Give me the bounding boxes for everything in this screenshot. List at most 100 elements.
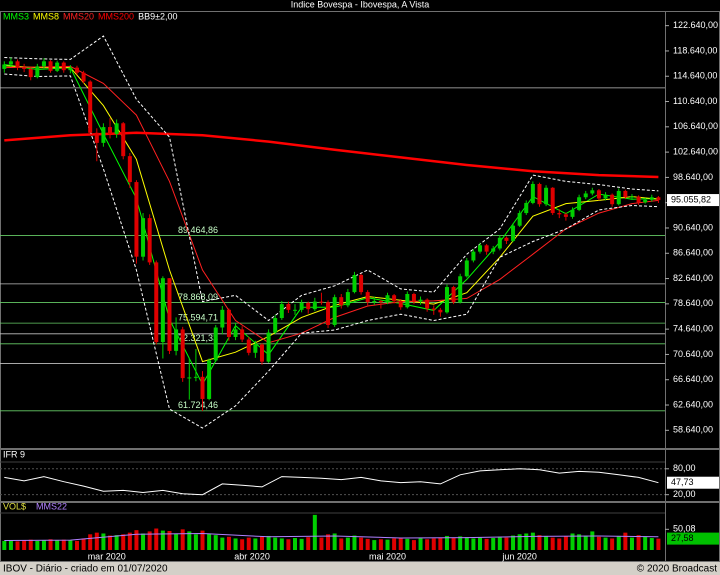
volume-bar: [623, 532, 628, 550]
candle-body: [48, 61, 53, 71]
volume-bar: [629, 537, 634, 550]
volume-bar: [41, 540, 46, 550]
volume-bar: [167, 531, 172, 550]
legend-entry: MMS3: [3, 11, 29, 21]
candle-body: [22, 67, 27, 69]
volume-bar: [411, 540, 416, 550]
candle-body: [326, 302, 331, 325]
candle-body: [471, 251, 476, 261]
volume-bar: [464, 537, 469, 550]
volume-bar: [577, 534, 582, 550]
candle-body: [81, 72, 86, 82]
candle-body: [458, 276, 463, 303]
candle-body: [451, 287, 456, 303]
volume-bar: [497, 536, 502, 550]
volume-bar: [471, 538, 476, 550]
candle-body: [392, 295, 397, 301]
volume-bar: [259, 536, 264, 550]
volume-bar: [101, 533, 106, 550]
volume-bar: [81, 538, 86, 550]
y-tick-label: 80,00: [673, 463, 696, 473]
candle-body: [557, 213, 562, 215]
y-tick-label: 20,00: [673, 489, 696, 499]
volume-bar: [200, 530, 205, 550]
volume-bar: [193, 534, 198, 550]
candle-body: [266, 332, 271, 362]
volume-bar: [233, 538, 238, 550]
volume-bar: [121, 534, 126, 550]
volume-bar: [154, 528, 159, 550]
candle-body: [332, 297, 337, 325]
candle-body: [537, 183, 542, 205]
y-tick-label: 58.640,00: [673, 425, 713, 435]
price-level-label: 72.321,33: [178, 333, 218, 343]
volume-bar: [339, 538, 344, 550]
candle-body: [299, 302, 304, 310]
candle-body: [511, 225, 516, 241]
candle-body: [259, 344, 264, 362]
indicator-line: [4, 131, 659, 179]
volume-bar: [279, 538, 284, 550]
volume-bar: [378, 539, 383, 550]
volume-bar: [636, 535, 641, 550]
volume-bar: [240, 539, 245, 550]
y-tick-label: 114.640,00: [673, 71, 717, 81]
candle-body: [517, 213, 522, 226]
candle-body: [590, 190, 595, 194]
volume-bar: [286, 539, 291, 550]
volume-bar: [293, 538, 298, 550]
volume-bar: [649, 538, 654, 550]
y-tick-label: 82.640,00: [673, 273, 713, 283]
volume-bar: [563, 536, 568, 550]
volume-bar: [557, 538, 562, 550]
volume-bar: [35, 540, 40, 550]
panel-title: VOL$: [3, 501, 26, 511]
volume-bar: [8, 540, 13, 550]
candle-body: [154, 262, 159, 343]
candle-body: [339, 297, 344, 306]
candle-body: [629, 196, 634, 198]
volume-bar: [359, 537, 364, 550]
candle-body: [167, 278, 172, 351]
candle-body: [174, 329, 179, 351]
candle-body: [530, 183, 535, 203]
y-tick-label: 74.640,00: [673, 324, 713, 334]
volume-bar: [141, 533, 146, 550]
candle-body: [240, 329, 245, 340]
volume-bar: [345, 537, 350, 550]
volume-bar: [392, 538, 397, 550]
volume-bar: [2, 540, 7, 550]
volume-bar: [438, 537, 443, 550]
volume-bar: [108, 535, 113, 550]
volume-bar: [590, 531, 595, 550]
last-value-label: 95.055,82: [671, 194, 711, 204]
candle-body: [365, 292, 370, 303]
y-tick-label: 50,08: [673, 524, 696, 534]
candle-body: [616, 190, 621, 205]
volume-bar: [174, 533, 179, 550]
candle-body: [319, 301, 324, 303]
volume-bar: [656, 538, 661, 550]
volume-bar: [253, 538, 258, 550]
candle-body: [200, 376, 205, 399]
volume-bar: [147, 531, 152, 550]
volume-bar: [451, 538, 456, 550]
candle-body: [253, 344, 258, 353]
y-tick-label: 70.640,00: [673, 349, 713, 359]
legend-entry: MMS20: [63, 11, 94, 21]
candle-body: [220, 309, 225, 328]
volume-bar: [352, 535, 357, 550]
volume-bar: [312, 514, 317, 550]
volume-bar: [299, 538, 304, 550]
volume-bar: [68, 540, 73, 550]
volume-bar: [28, 539, 33, 550]
candle-body: [478, 245, 483, 252]
volume-bar: [616, 535, 621, 550]
legend-entry: MMS8: [33, 11, 59, 21]
candle-body: [405, 293, 410, 308]
candle-body: [438, 309, 443, 313]
candle-body: [610, 194, 615, 205]
candle-body: [306, 302, 311, 310]
candle-body: [491, 248, 496, 252]
